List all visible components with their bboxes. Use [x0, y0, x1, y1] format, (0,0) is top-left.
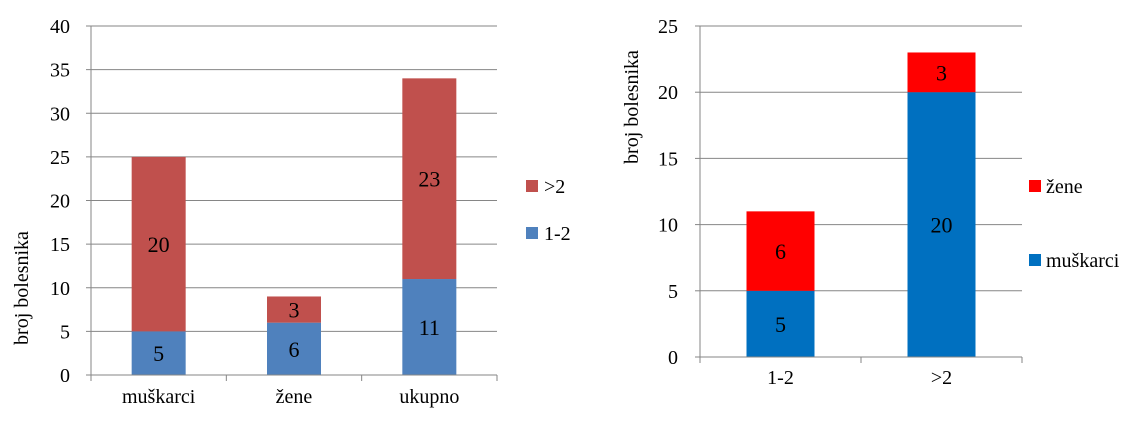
chart-left-y-tick-label: 35 — [50, 60, 70, 82]
chart-right-axes — [695, 25, 1023, 363]
chart-left-y-tick-label: 20 — [50, 191, 70, 213]
chart-left-x-tick-label: muškarci — [122, 386, 196, 408]
chart-left-bar-segment — [131, 331, 186, 375]
chart-right-legend-swatch — [1029, 254, 1041, 266]
chart-right-bar-segment — [746, 290, 815, 357]
chart-left-y-tick-label: 15 — [50, 234, 70, 256]
chart-right-y-tick-label: 25 — [658, 16, 678, 38]
chart-left-data-label: 11 — [419, 315, 440, 340]
chart-left-bar-segment — [267, 322, 321, 375]
chart-right-y-tick-label: 5 — [668, 281, 678, 303]
chart-left-data-label: 3 — [289, 298, 300, 323]
chart-right-bar-segment — [746, 211, 815, 291]
chart-left-bar-segment — [131, 156, 186, 332]
chart-right-x-ticks: 1-2 >2 — [767, 367, 952, 389]
chart-left-data-label: 5 — [153, 341, 164, 366]
chart-left-y-tick-label: 5 — [60, 321, 70, 343]
chart-right-legend-label: muškarci — [1046, 250, 1120, 272]
chart-left-y-tick-label: 10 — [50, 278, 70, 300]
chart-right-x-tick-label: 1-2 — [767, 367, 794, 389]
chart-left-bars: 5 20 6 3 11 23 — [131, 78, 457, 375]
chart-left-x-tick-label: žene — [276, 386, 313, 408]
chart-right-legend: žene muškarci — [1029, 176, 1120, 272]
chart-left-bar-segment — [402, 78, 457, 280]
chart-left-y-ticks: 0 5 10 15 20 25 30 35 40 — [50, 16, 70, 387]
chart-right-bars: 5 6 20 3 — [746, 52, 976, 357]
chart-right-y-ticks: 0 5 10 15 20 25 — [658, 16, 678, 369]
chart-right-y-tick-label: 15 — [658, 148, 678, 170]
chart-right-data-label: 3 — [936, 60, 947, 85]
chart-left-y-axis-title: broj bolesnika — [11, 231, 33, 345]
chart-right-data-label: 20 — [931, 213, 953, 238]
chart-right-data-label: 5 — [775, 312, 786, 337]
chart-left-data-label: 23 — [418, 167, 440, 192]
chart-left: 5 20 6 3 11 23 0 5 10 15 20 25 30 35 40 muškarci žene u… — [11, 16, 571, 408]
chart-left-legend-label: >2 — [544, 176, 565, 198]
chart-left-legend-label: 1-2 — [544, 223, 571, 245]
chart-left-bar-segment — [267, 296, 321, 323]
chart-left-data-label: 6 — [289, 337, 300, 362]
chart-left-y-tick-label: 40 — [50, 16, 70, 38]
chart-right-data-label: 6 — [775, 239, 786, 264]
chart-left-x-tick-label: ukupno — [399, 386, 459, 408]
chart-right-y-tick-label: 20 — [658, 82, 678, 104]
chart-right-y-tick-label: 10 — [658, 215, 678, 237]
chart-right-legend-swatch — [1029, 180, 1041, 192]
chart-right: 5 6 20 3 0 5 10 15 20 25 1-2 >2 broj bolesnika že… — [621, 16, 1120, 389]
chart-left-axes — [86, 25, 498, 381]
chart-right-bar-segment — [907, 92, 976, 357]
chart-left-y-tick-label: 0 — [60, 365, 70, 387]
chart-left-data-label: 20 — [148, 232, 170, 257]
chart-right-x-tick-label: >2 — [931, 367, 952, 389]
chart-left-legend-swatch — [526, 180, 538, 192]
chart-left-x-ticks: muškarci žene ukupno — [122, 386, 459, 408]
chart-right-legend-label: žene — [1046, 176, 1083, 198]
chart-left-legend: >2 1-2 — [526, 176, 571, 245]
chart-left-y-tick-label: 25 — [50, 147, 70, 169]
chart-right-y-axis-title: broj bolesnika — [621, 50, 643, 164]
chart-left-legend-swatch — [526, 227, 538, 239]
chart-right-bar-segment — [907, 52, 976, 93]
chart-left-bar-segment — [402, 279, 457, 375]
chart-right-y-tick-label: 0 — [668, 347, 678, 369]
chart-left-y-tick-label: 30 — [50, 103, 70, 125]
